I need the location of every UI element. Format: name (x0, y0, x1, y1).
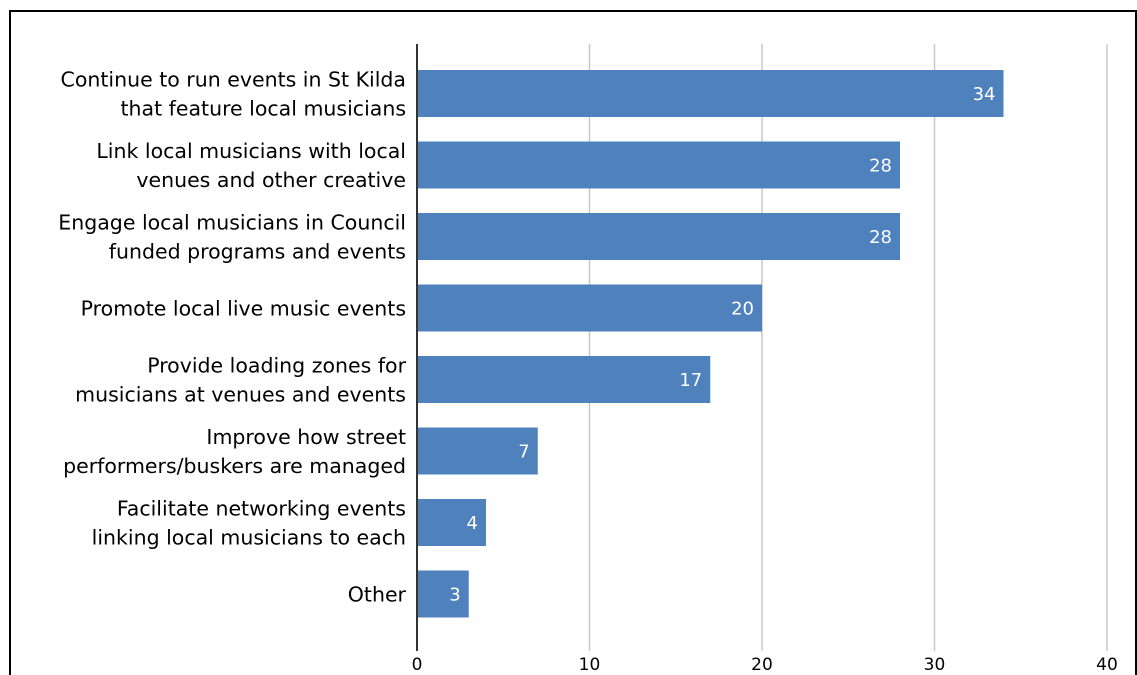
category-label: venues and other creative (136, 168, 406, 192)
category-label: Promote local live music events (81, 297, 406, 321)
category-label: Facilitate networking events (117, 497, 406, 521)
category-label: Provide loading zones for (147, 354, 406, 378)
category-label: performers/buskers are managed (63, 454, 406, 478)
category-label: funded programs and events (109, 240, 406, 264)
bar-value-label: 34 (973, 84, 996, 105)
bar-value-label: 28 (869, 156, 892, 177)
bar (417, 356, 711, 403)
category-label: Other (348, 583, 407, 607)
bar-value-label: 28 (869, 227, 892, 248)
bar-value-label: 7 (518, 442, 529, 463)
bar-value-label: 17 (679, 370, 702, 391)
bar (417, 213, 900, 260)
chart-frame (9, 10, 1137, 675)
category-label: linking local musicians to each (92, 526, 406, 550)
category-label: Continue to run events in St Kilda (61, 68, 407, 92)
bar (417, 499, 486, 546)
category-label: Engage local musicians in Council (58, 211, 406, 235)
category-label: musicians at venues and events (75, 383, 406, 407)
bar (417, 570, 469, 618)
category-label: that feature local musicians (121, 97, 407, 121)
bar (417, 70, 1004, 117)
bar-value-label: 4 (467, 513, 478, 534)
bar-value-label: 3 (449, 585, 460, 606)
bar (417, 284, 762, 332)
x-tick-label: 20 (751, 655, 773, 675)
bar (417, 427, 538, 475)
bar (417, 141, 900, 189)
bar-value-label: 20 (731, 299, 754, 320)
x-tick-label: 0 (412, 655, 423, 675)
x-tick-label: 10 (579, 655, 601, 675)
x-tick-label: 30 (924, 655, 946, 675)
category-label: Improve how street (206, 425, 406, 449)
x-tick-label: 40 (1096, 655, 1118, 675)
category-label: Link local musicians with local (96, 139, 406, 163)
